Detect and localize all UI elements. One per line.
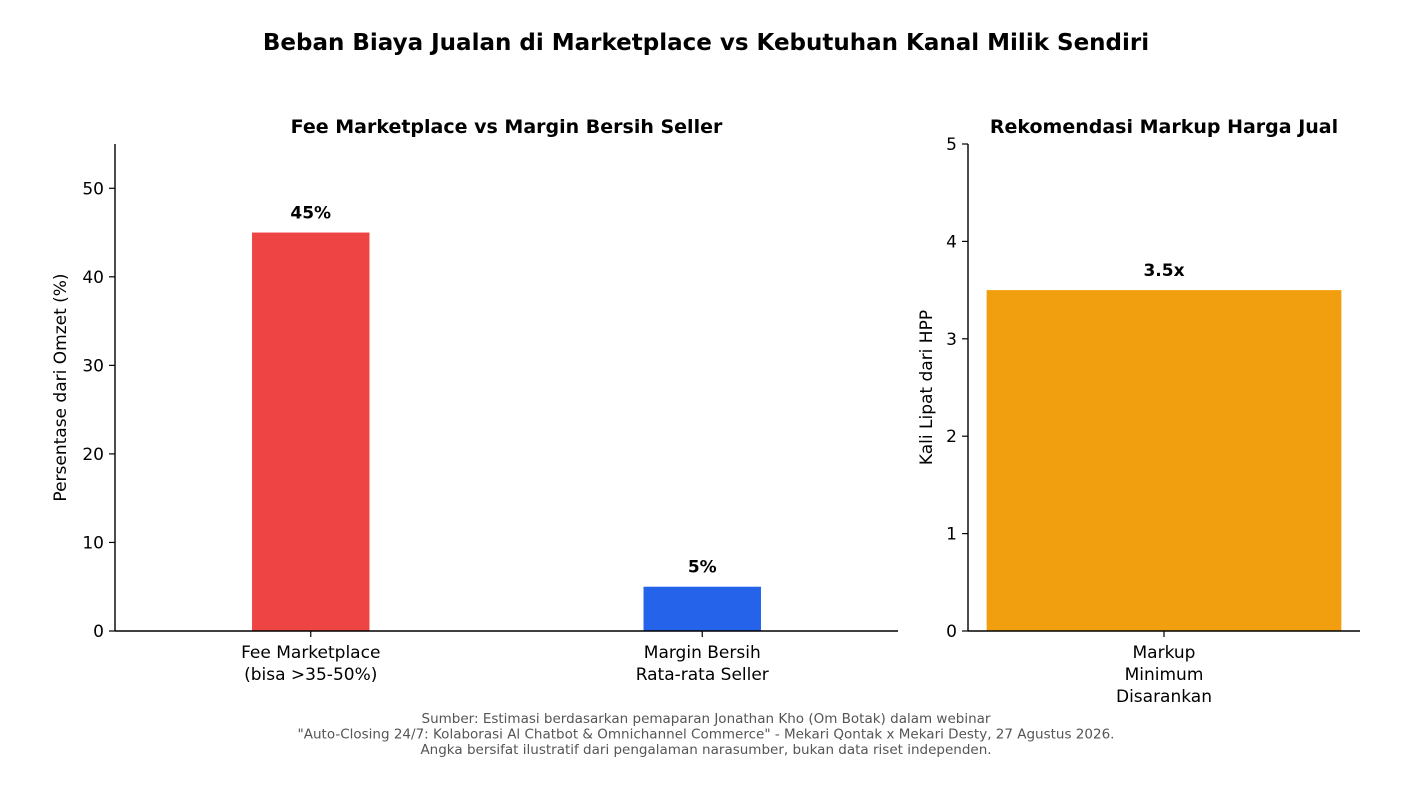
y-tick-label: 4 xyxy=(946,232,957,252)
source-line: Angka bersifat ilustratif dari pengalama… xyxy=(420,742,991,758)
bar xyxy=(252,232,370,631)
chart-fee-vs-margin: Fee Marketplace vs Margin Bersih Seller 4… xyxy=(51,116,898,685)
x-tick-label: Rata-rata Seller xyxy=(636,665,769,685)
data-label: 3.5x xyxy=(1143,261,1184,281)
source-line: "Auto-Closing 24/7: Kolaborasi Al Chatbo… xyxy=(298,727,1115,743)
y-axis-label: Kali Lipat dari HPP xyxy=(917,310,937,465)
x-tick-label: Disarankan xyxy=(1116,687,1212,707)
y-tick-label: 3 xyxy=(946,330,957,350)
y-tick-label: 40 xyxy=(82,268,104,288)
y-tick-label: 50 xyxy=(82,179,104,199)
y-tick-label: 1 xyxy=(946,525,957,545)
y-tick-label: 30 xyxy=(82,356,104,376)
bar xyxy=(986,290,1342,631)
x-tick-label: Markup xyxy=(1133,643,1196,663)
x-tick-label: Margin Bersih xyxy=(644,643,761,663)
data-label: 5% xyxy=(688,558,717,578)
y-tick-label: 20 xyxy=(82,445,104,465)
y-tick-label: 0 xyxy=(946,622,957,642)
source-line: Sumber: Estimasi berdasarkan pemaparan J… xyxy=(422,711,991,727)
y-tick-label: 0 xyxy=(93,622,104,642)
source-note: Sumber: Estimasi berdasarkan pemaparan J… xyxy=(298,711,1115,758)
chart-markup: Rekomendasi Markup Harga Jual 3.5x MarkupM… xyxy=(917,116,1360,707)
x-tick-label: Fee Marketplace xyxy=(241,643,380,663)
x-tick-label: (bisa >35-50%) xyxy=(244,665,377,685)
bar xyxy=(643,586,761,631)
figure-title: Beban Biaya Jualan di Marketplace vs Keb… xyxy=(263,30,1149,56)
x-tick-label: Minimum xyxy=(1125,665,1204,685)
chart-title: Rekomendasi Markup Harga Jual xyxy=(990,116,1338,138)
data-label: 45% xyxy=(290,204,331,224)
y-axis-label: Persentase dari Omzet (%) xyxy=(51,273,71,501)
y-tick-label: 5 xyxy=(946,135,957,155)
y-tick-label: 10 xyxy=(82,533,104,553)
y-tick-label: 2 xyxy=(946,427,957,447)
chart-title: Fee Marketplace vs Margin Bersih Seller xyxy=(291,116,723,138)
